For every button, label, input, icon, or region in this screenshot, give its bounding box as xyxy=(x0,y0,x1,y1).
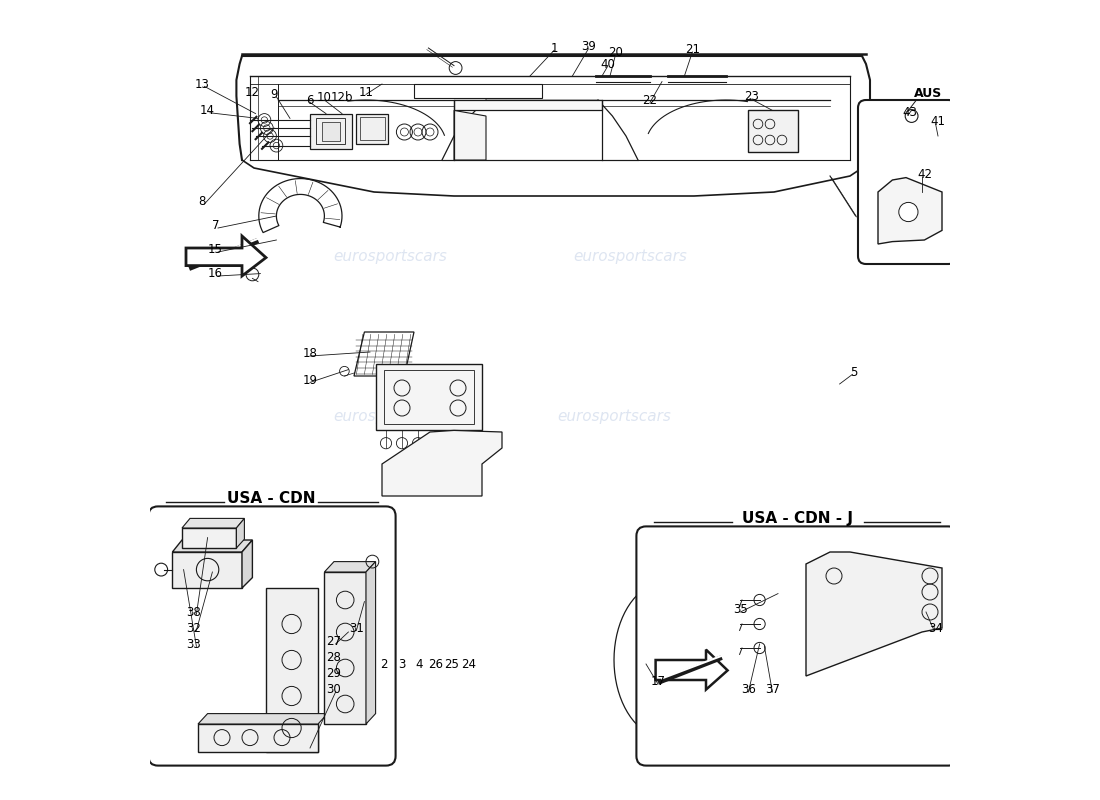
Text: AUS: AUS xyxy=(914,87,942,100)
Polygon shape xyxy=(806,552,942,676)
Text: 32: 32 xyxy=(187,622,201,634)
Text: 36: 36 xyxy=(741,683,756,696)
Polygon shape xyxy=(748,110,797,152)
Text: 22: 22 xyxy=(642,94,658,106)
Polygon shape xyxy=(382,430,502,496)
Text: 37: 37 xyxy=(764,683,780,696)
FancyBboxPatch shape xyxy=(637,526,958,766)
Text: 13: 13 xyxy=(195,78,209,90)
FancyBboxPatch shape xyxy=(148,506,396,766)
Polygon shape xyxy=(182,518,244,528)
Polygon shape xyxy=(182,528,236,548)
Text: 40: 40 xyxy=(601,58,615,70)
Text: 33: 33 xyxy=(187,638,201,650)
Text: 14: 14 xyxy=(200,104,216,117)
Text: 19: 19 xyxy=(302,374,318,386)
Polygon shape xyxy=(356,114,388,144)
Polygon shape xyxy=(375,364,482,430)
Text: 42: 42 xyxy=(917,168,932,181)
Text: 27: 27 xyxy=(327,635,341,648)
Text: eurosportscars: eurosportscars xyxy=(557,409,671,423)
Polygon shape xyxy=(236,518,244,548)
Text: USA - CDN: USA - CDN xyxy=(228,491,316,506)
Text: 23: 23 xyxy=(745,90,759,102)
Text: 5: 5 xyxy=(850,366,858,378)
Text: eurosportscars: eurosportscars xyxy=(333,249,447,263)
Text: 25: 25 xyxy=(444,658,459,670)
Polygon shape xyxy=(242,540,252,588)
Polygon shape xyxy=(324,572,366,724)
Text: 10: 10 xyxy=(317,91,332,104)
Text: 41: 41 xyxy=(931,115,946,128)
Text: 35: 35 xyxy=(733,603,748,616)
Text: 43: 43 xyxy=(903,106,917,118)
Text: 2: 2 xyxy=(379,658,387,670)
Text: 11: 11 xyxy=(359,86,374,98)
Polygon shape xyxy=(186,236,266,276)
Circle shape xyxy=(899,202,918,222)
Text: eurosportscars: eurosportscars xyxy=(333,409,447,423)
Text: 20: 20 xyxy=(608,46,623,58)
Text: 1: 1 xyxy=(550,42,558,54)
Text: 28: 28 xyxy=(327,651,341,664)
Text: 7: 7 xyxy=(212,219,219,232)
Polygon shape xyxy=(454,100,602,110)
Text: 12b: 12b xyxy=(331,91,353,104)
Polygon shape xyxy=(322,122,340,141)
Text: 17: 17 xyxy=(650,675,666,688)
Polygon shape xyxy=(173,540,252,552)
Text: 9: 9 xyxy=(271,88,277,101)
Polygon shape xyxy=(324,562,375,572)
Text: 31: 31 xyxy=(349,622,364,634)
Text: 15: 15 xyxy=(208,243,223,256)
Text: eurosportscars: eurosportscars xyxy=(573,249,686,263)
Text: 21: 21 xyxy=(685,43,700,56)
Polygon shape xyxy=(656,650,727,690)
Polygon shape xyxy=(366,562,375,724)
Text: 38: 38 xyxy=(187,606,201,618)
Text: 29: 29 xyxy=(327,667,341,680)
Polygon shape xyxy=(266,588,318,752)
Polygon shape xyxy=(173,552,242,588)
Text: 12: 12 xyxy=(245,86,260,98)
Text: USA - CDN - J: USA - CDN - J xyxy=(742,511,854,526)
Text: 39: 39 xyxy=(581,40,596,53)
Polygon shape xyxy=(454,110,486,160)
Text: 18: 18 xyxy=(302,347,318,360)
Text: 34: 34 xyxy=(928,622,943,634)
Polygon shape xyxy=(878,178,942,244)
Polygon shape xyxy=(198,714,328,724)
Text: 4: 4 xyxy=(416,658,424,670)
Text: 30: 30 xyxy=(327,683,341,696)
Text: 6: 6 xyxy=(306,94,313,106)
Text: 16: 16 xyxy=(208,267,223,280)
Text: 3: 3 xyxy=(398,658,406,670)
Text: 26: 26 xyxy=(428,658,443,670)
Text: 8: 8 xyxy=(198,195,206,208)
FancyBboxPatch shape xyxy=(858,100,956,264)
Text: 24: 24 xyxy=(461,658,476,670)
Polygon shape xyxy=(310,114,352,149)
Polygon shape xyxy=(198,724,318,752)
